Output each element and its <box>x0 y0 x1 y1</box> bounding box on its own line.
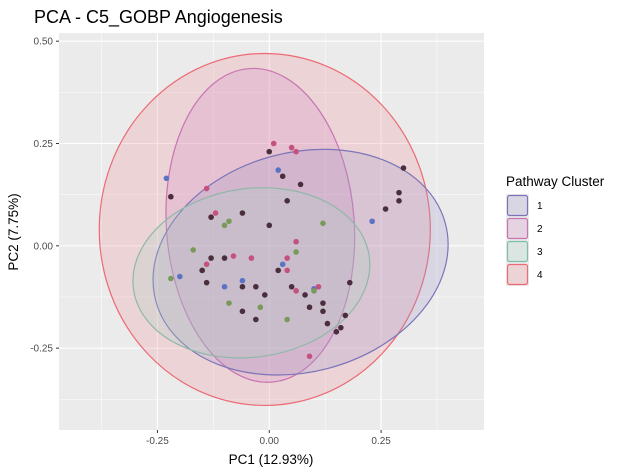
point-cluster-4 <box>320 300 326 306</box>
point-cluster-4 <box>203 279 210 286</box>
point-cluster-4 <box>324 320 331 327</box>
y-tick-label: -0.25 <box>30 344 53 355</box>
point-cluster-1 <box>221 283 228 290</box>
legend-key-1 <box>506 194 529 217</box>
data-points <box>163 140 407 360</box>
point-cluster-4 <box>396 198 402 204</box>
x-tick-label: 0.25 <box>371 436 391 447</box>
point-cluster-3 <box>226 300 232 306</box>
x-axis-label: PC1 (12.93%) <box>229 452 314 467</box>
point-cluster-4 <box>266 222 273 229</box>
legend-label-3: 3 <box>537 247 543 258</box>
point-cluster-2 <box>293 288 299 294</box>
point-cluster-4 <box>396 189 402 196</box>
point-cluster-4 <box>208 255 214 261</box>
point-cluster-2 <box>203 261 210 268</box>
legend-key-3 <box>506 240 529 263</box>
y-tick-label: 0.50 <box>34 37 54 48</box>
legend: Pathway Cluster 1 2 3 4 <box>506 174 605 286</box>
y-tick-label: 0.25 <box>34 139 54 150</box>
point-cluster-2 <box>248 255 255 261</box>
point-cluster-2 <box>293 238 299 245</box>
point-cluster-2 <box>203 185 210 192</box>
legend-label-1: 1 <box>537 201 543 212</box>
point-cluster-4 <box>284 198 290 204</box>
plot-panel <box>59 33 484 430</box>
chart-title: PCA - C5_GOBP Angiogenesis <box>34 7 283 28</box>
point-cluster-2 <box>306 353 313 360</box>
x-axis: -0.25 0.00 0.25 <box>146 430 391 447</box>
point-cluster-3 <box>257 304 264 311</box>
ellipse-cluster-3 <box>132 187 371 359</box>
point-cluster-2 <box>293 148 299 155</box>
point-cluster-4 <box>382 206 389 212</box>
point-cluster-4 <box>253 316 259 323</box>
point-cluster-4 <box>239 283 246 290</box>
point-cluster-2 <box>212 210 219 216</box>
legend-key-2 <box>506 217 529 240</box>
grid <box>59 33 484 430</box>
point-cluster-3 <box>311 288 317 294</box>
point-cluster-4 <box>253 283 259 290</box>
y-axis-label: PC2 (7.75%) <box>6 193 21 270</box>
point-cluster-2 <box>288 144 295 151</box>
point-cluster-3 <box>168 275 174 282</box>
legend-key-bg <box>506 240 529 263</box>
legend-label-4: 4 <box>537 270 543 281</box>
point-cluster-4 <box>297 181 304 188</box>
point-cluster-3 <box>226 218 232 225</box>
y-axis: -0.25 0.00 0.25 0.50 <box>30 37 59 355</box>
point-cluster-1 <box>239 277 246 284</box>
ellipse-cluster-1 <box>152 148 449 376</box>
point-cluster-4 <box>333 328 340 335</box>
cluster-ellipses <box>98 52 449 407</box>
point-cluster-4 <box>275 267 282 274</box>
point-cluster-2 <box>315 283 322 290</box>
ellipse-cluster-4 <box>98 52 431 407</box>
point-cluster-2 <box>284 255 290 261</box>
point-cluster-4 <box>279 173 286 180</box>
point-cluster-4 <box>288 283 295 290</box>
point-cluster-4 <box>239 308 246 315</box>
point-cluster-3 <box>190 247 197 253</box>
point-cluster-1 <box>369 218 375 225</box>
point-cluster-1 <box>176 273 183 280</box>
x-tick-label: -0.25 <box>146 436 169 447</box>
point-cluster-4 <box>306 304 313 311</box>
point-cluster-4 <box>342 312 349 319</box>
point-cluster-4 <box>320 308 326 315</box>
point-cluster-2 <box>230 253 237 259</box>
point-cluster-4 <box>346 279 353 286</box>
point-cluster-4 <box>239 210 246 216</box>
point-cluster-4 <box>221 255 228 261</box>
x-tick-label: 0.00 <box>260 436 280 447</box>
point-cluster-2 <box>284 267 290 274</box>
point-cluster-3 <box>221 222 228 229</box>
point-cluster-4 <box>168 193 174 200</box>
point-cluster-4 <box>261 292 268 298</box>
point-cluster-1 <box>163 175 170 182</box>
point-cluster-3 <box>293 249 299 255</box>
legend-key-bg <box>506 263 529 286</box>
point-cluster-1 <box>279 261 286 268</box>
legend-key-bg <box>506 217 529 240</box>
point-cluster-3 <box>284 316 290 323</box>
legend-title: Pathway Cluster <box>506 174 605 189</box>
point-cluster-4 <box>400 165 407 171</box>
point-cluster-4 <box>208 214 214 220</box>
point-cluster-4 <box>199 267 205 274</box>
point-cluster-4 <box>302 292 308 298</box>
point-cluster-4 <box>338 324 344 331</box>
y-tick-label: 0.00 <box>34 241 54 252</box>
point-cluster-4 <box>266 148 273 155</box>
legend-label-2: 2 <box>537 224 543 235</box>
point-cluster-3 <box>320 220 326 227</box>
point-cluster-1 <box>275 167 282 173</box>
point-cluster-2 <box>270 140 277 147</box>
legend-key-4 <box>506 263 529 286</box>
legend-key-bg <box>506 194 529 217</box>
